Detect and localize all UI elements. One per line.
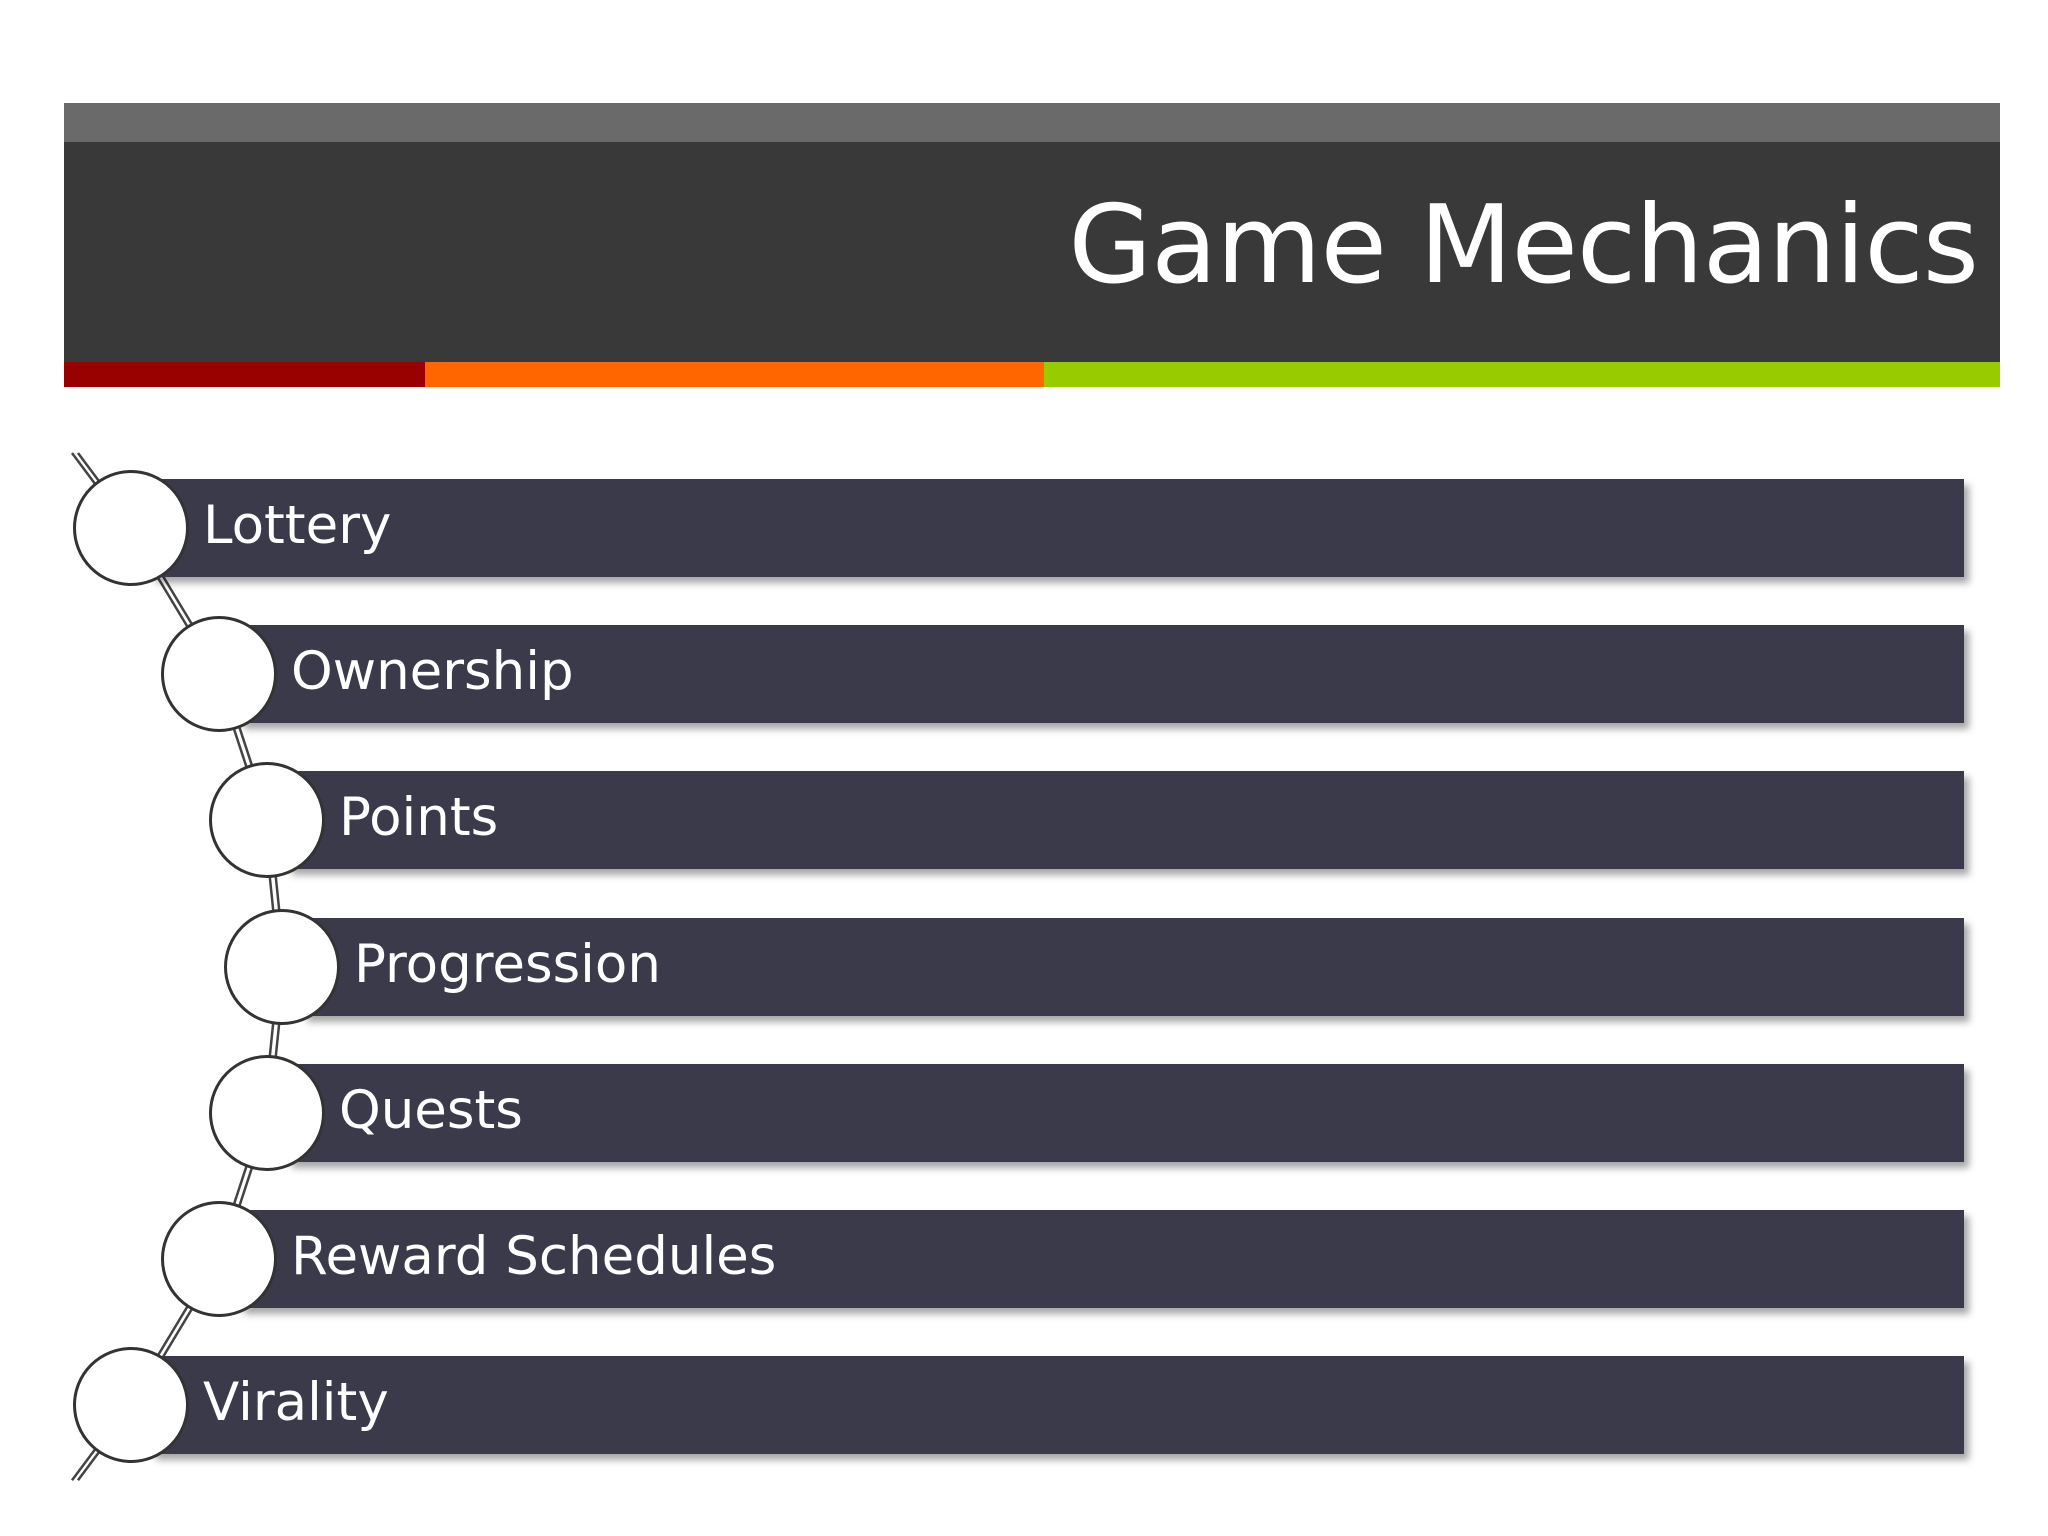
list-item-label: Lottery	[203, 495, 392, 556]
list-item-bar	[239, 1210, 1964, 1308]
header-band: Game Mechanics	[64, 142, 2000, 362]
list-item-bar	[151, 479, 1964, 577]
list-item-circle	[161, 616, 277, 733]
list-item-label: Reward Schedules	[291, 1226, 777, 1287]
accent-stripe-orange	[425, 362, 1044, 387]
list-item-circle	[161, 1201, 277, 1317]
accent-stripe-green	[1044, 362, 2000, 387]
list-item-label: Quests	[339, 1079, 523, 1141]
list-item-label: Points	[339, 787, 499, 849]
list-item-bar	[302, 917, 1964, 1016]
list-item-circle	[209, 1054, 325, 1171]
accent-stripe-red	[64, 362, 425, 387]
list-item-bar	[287, 1063, 1964, 1162]
list-item-bar	[151, 1356, 1964, 1455]
list-item-label: Ownership	[291, 641, 574, 703]
slide-title: Game Mechanics	[1068, 183, 1979, 308]
list-item-circle	[209, 762, 325, 879]
slide-header: Game Mechanics	[64, 103, 2000, 387]
header-top-strip	[64, 103, 2000, 142]
list-item-circle	[224, 908, 340, 1025]
list-item-circle	[73, 1347, 189, 1464]
list-item-circle	[73, 470, 189, 586]
list-item-label: Virality	[203, 1372, 389, 1434]
list-item-bar	[287, 771, 1964, 870]
list-item-bar	[239, 625, 1964, 724]
list-item-label: Progression	[354, 933, 661, 995]
